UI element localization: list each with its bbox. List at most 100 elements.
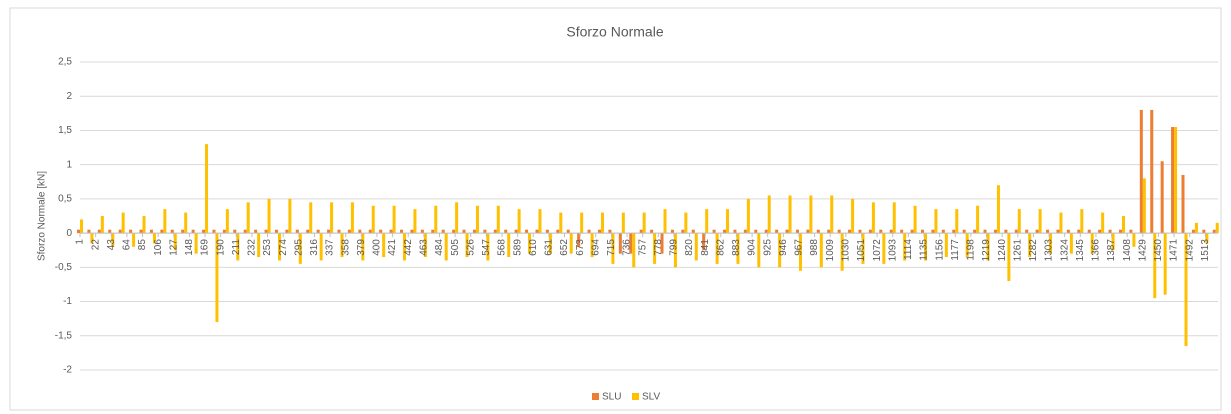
bar: [1077, 229, 1081, 234]
bar: [1215, 222, 1219, 234]
bar: [184, 212, 188, 234]
bar: [611, 233, 615, 264]
bar: [986, 233, 990, 261]
bar: [952, 229, 956, 234]
bar: [285, 229, 289, 234]
x-tick-label: 85: [137, 239, 148, 251]
bar: [1017, 209, 1021, 234]
bar: [1069, 233, 1073, 254]
x-tick-label: 526: [465, 239, 476, 256]
x-tick-label: 379: [356, 239, 367, 256]
bar: [434, 205, 438, 234]
bar: [1150, 109, 1154, 234]
x-tick-label: 1429: [1137, 239, 1148, 262]
bar: [371, 205, 375, 234]
bar: [1035, 229, 1039, 234]
x-tick-label: 1471: [1169, 239, 1180, 262]
bar: [389, 229, 393, 234]
x-tick-label: 1114: [903, 239, 914, 260]
bar: [212, 229, 216, 234]
bar: [757, 233, 761, 268]
bar: [1059, 212, 1063, 234]
x-tick-label: 1387: [1106, 239, 1117, 262]
bar: [892, 202, 896, 234]
bar: [233, 229, 237, 234]
x-tick-label: 190: [215, 239, 226, 256]
bar: [316, 229, 320, 234]
bar: [202, 229, 206, 234]
legend-label: SLU: [602, 392, 621, 403]
bar: [559, 212, 563, 234]
bar: [149, 229, 153, 234]
x-tick-label: 1282: [1028, 239, 1039, 262]
bar: [90, 233, 94, 244]
bar: [600, 212, 604, 234]
bar: [775, 229, 779, 234]
bar: [423, 233, 427, 258]
bar: [840, 233, 844, 271]
bar: [798, 233, 802, 271]
y-tick-label: 1,5: [58, 125, 72, 136]
bar: [139, 229, 143, 234]
bar: [851, 198, 855, 234]
bar: [163, 209, 167, 234]
bar: [472, 229, 476, 234]
bar: [257, 233, 261, 258]
x-tick-label: 484: [434, 239, 445, 256]
bar: [941, 229, 945, 234]
bar: [194, 233, 198, 254]
x-tick-label: 1513: [1200, 239, 1211, 262]
bar: [225, 209, 229, 234]
bar: [882, 233, 886, 264]
x-tick-label: 127: [168, 239, 179, 256]
chart-title: Sforzo Normale: [566, 24, 663, 40]
bar: [944, 233, 948, 258]
bar: [486, 233, 490, 261]
x-tick-label: 463: [418, 239, 429, 256]
bar: [670, 229, 674, 234]
bar: [1132, 233, 1136, 247]
bar: [327, 229, 331, 234]
x-tick-label: 778: [653, 239, 664, 256]
bar: [1174, 127, 1178, 234]
bar: [132, 233, 136, 247]
legend-label: SLV: [642, 392, 660, 403]
x-tick-label: 1030: [841, 239, 852, 262]
x-tick-label: 106: [153, 239, 164, 256]
bar: [556, 229, 560, 234]
x-tick-label: 1324: [1059, 239, 1070, 262]
bar: [993, 229, 997, 234]
bar: [795, 229, 799, 234]
bar: [455, 202, 459, 234]
bar: [1163, 233, 1167, 295]
bar: [277, 233, 281, 261]
x-tick-label: 442: [403, 239, 414, 256]
bar: [100, 216, 104, 234]
x-tick-label: 799: [669, 239, 680, 256]
bar: [545, 229, 549, 234]
bar: [723, 229, 727, 234]
x-tick-label: 148: [184, 239, 195, 256]
bar: [298, 233, 302, 264]
bar: [858, 229, 862, 234]
bar: [274, 229, 278, 234]
y-tick-label: 0: [66, 228, 72, 239]
bar: [410, 229, 414, 234]
bar: [879, 229, 883, 234]
bar: [368, 229, 372, 234]
bar: [1160, 161, 1164, 234]
bar: [222, 229, 226, 234]
bar: [444, 233, 448, 261]
bar: [639, 229, 643, 234]
x-tick-label: 169: [200, 239, 211, 256]
bar: [632, 233, 636, 268]
bar: [358, 229, 362, 234]
bar: [309, 202, 313, 234]
x-tick-label: 841: [700, 239, 711, 256]
bar: [577, 233, 581, 247]
x-tick-label: 1093: [887, 239, 898, 262]
bar: [569, 233, 573, 254]
x-tick-label: 568: [497, 239, 508, 256]
bar: [400, 229, 404, 234]
x-tick-label: 1198: [966, 239, 977, 261]
